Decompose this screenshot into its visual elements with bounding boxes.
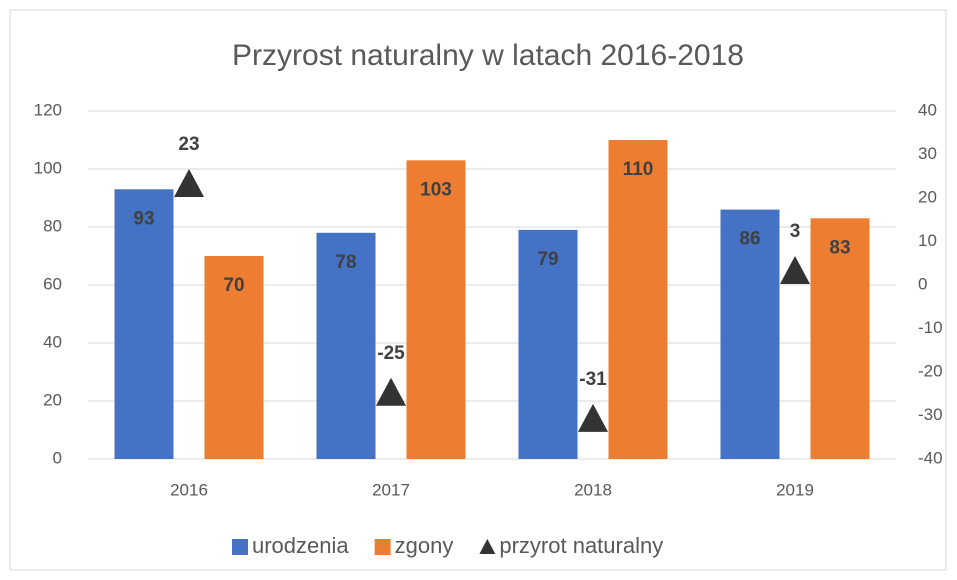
bar <box>114 189 174 460</box>
data-label: 78 <box>335 252 356 273</box>
y2-tick-label: -30 <box>918 405 943 424</box>
x-tick-label: 2018 <box>574 480 612 499</box>
x-tick-label: 2019 <box>776 480 814 499</box>
data-label: 110 <box>623 159 654 180</box>
y2-tick-label: 30 <box>918 144 937 163</box>
y-tick-label: 20 <box>43 390 62 409</box>
y-tick-label: 100 <box>34 158 62 177</box>
y2-tick-label: 40 <box>918 100 937 119</box>
data-label: 79 <box>537 249 558 270</box>
y2-tick-label: 0 <box>918 274 927 293</box>
y2-tick-label: -10 <box>918 318 943 337</box>
legend-label: urodzenia <box>252 533 349 558</box>
y-tick-label: 60 <box>43 274 62 293</box>
bar <box>406 160 466 460</box>
data-label: -31 <box>579 369 607 390</box>
chart-title: Przyrost naturalny w latach 2016-2018 <box>232 39 744 72</box>
x-tick-label: 2017 <box>372 480 410 499</box>
data-label: -25 <box>377 343 405 364</box>
marker <box>376 377 406 406</box>
data-label: 93 <box>133 208 154 229</box>
bar <box>518 229 578 459</box>
legend-swatch <box>374 539 391 555</box>
y-tick-label: 0 <box>53 448 62 467</box>
data-label: 103 <box>420 179 452 200</box>
x-tick-label: 2016 <box>170 480 208 499</box>
legend-label: zgony <box>395 533 454 558</box>
data-label: 83 <box>829 237 850 258</box>
data-label: 23 <box>178 134 199 155</box>
y-tick-label: 40 <box>43 332 62 351</box>
bar <box>316 232 376 459</box>
marker <box>174 168 204 197</box>
bar <box>810 218 870 459</box>
y-tick-label: 80 <box>43 216 62 235</box>
bar <box>720 209 780 459</box>
data-label: 3 <box>790 221 801 242</box>
legend-label: przyrot naturalny <box>499 533 663 558</box>
data-label: 86 <box>739 229 760 250</box>
data-label: 70 <box>223 275 244 296</box>
bar <box>204 256 264 459</box>
y2-tick-label: -20 <box>918 361 943 380</box>
marker <box>780 255 810 284</box>
y2-tick-label: 20 <box>918 187 937 206</box>
y2-tick-label: -40 <box>918 448 943 467</box>
y-tick-label: 120 <box>34 100 62 119</box>
legend-marker <box>479 539 496 554</box>
y2-tick-label: 10 <box>918 231 937 250</box>
bar <box>608 140 668 459</box>
legend-swatch <box>232 539 248 555</box>
marker <box>578 403 608 432</box>
